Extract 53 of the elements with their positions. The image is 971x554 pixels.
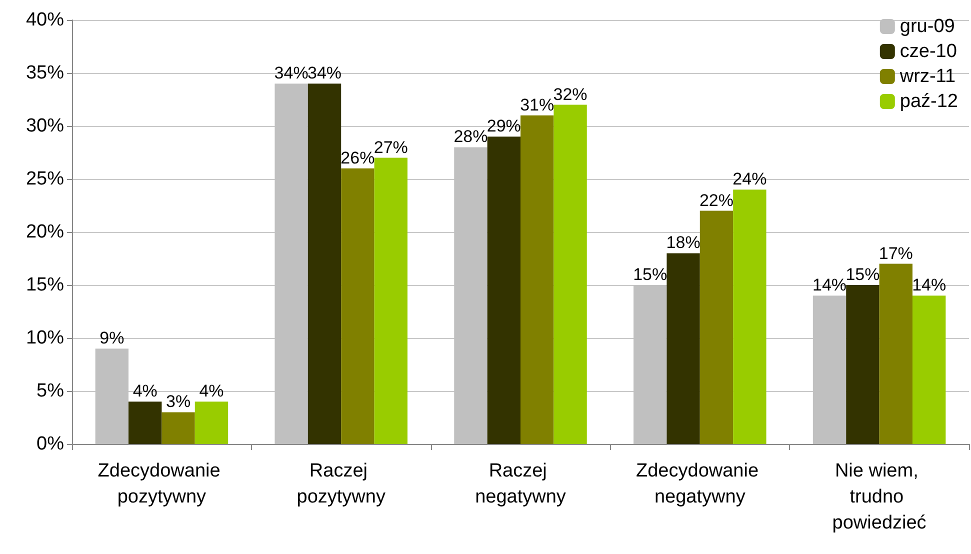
bar bbox=[341, 168, 374, 444]
data-label: 28% bbox=[454, 127, 488, 146]
bar bbox=[487, 136, 520, 444]
data-label: 34% bbox=[307, 64, 342, 83]
bar bbox=[912, 296, 946, 444]
y-tick-label: 15% bbox=[26, 274, 64, 296]
bar bbox=[194, 402, 228, 444]
y-tick-label: 25% bbox=[26, 168, 64, 190]
data-label: 29% bbox=[486, 116, 521, 136]
data-label: 9% bbox=[100, 328, 124, 348]
data-label: 4% bbox=[199, 382, 224, 401]
data-label: 27% bbox=[374, 138, 408, 157]
bar bbox=[666, 253, 700, 444]
y-tick-label: 40% bbox=[26, 10, 64, 30]
data-label: 34% bbox=[274, 64, 308, 83]
data-label: 15% bbox=[846, 265, 880, 284]
data-label: 14% bbox=[912, 276, 946, 295]
data-label: 31% bbox=[520, 95, 554, 114]
x-tick-label: Nie wiem, trudno powiedzieć bbox=[832, 460, 926, 534]
bar bbox=[520, 115, 554, 444]
data-label: 22% bbox=[699, 190, 734, 210]
y-tick-label: 30% bbox=[26, 116, 64, 136]
y-tick-label: 10% bbox=[26, 328, 64, 348]
legend-label: cze-10 bbox=[900, 41, 957, 62]
bar bbox=[162, 412, 195, 444]
bar bbox=[308, 84, 342, 444]
legend-label: gru-09 bbox=[900, 16, 955, 37]
bar bbox=[846, 285, 880, 444]
bar bbox=[879, 264, 912, 444]
data-label: 15% bbox=[633, 265, 668, 284]
bar bbox=[374, 158, 408, 444]
data-label: 32% bbox=[553, 84, 588, 104]
bar bbox=[700, 210, 734, 444]
y-tick-label: 20% bbox=[26, 222, 64, 242]
data-label: 24% bbox=[732, 170, 767, 189]
data-label: 26% bbox=[340, 148, 375, 168]
x-tick-label: Zdecydowanie negatywny bbox=[636, 460, 764, 508]
data-label: 4% bbox=[132, 382, 158, 401]
legend-label: wrz-11 bbox=[898, 66, 956, 87]
data-label: 3% bbox=[166, 392, 191, 412]
data-label: 18% bbox=[666, 233, 700, 252]
bar bbox=[128, 402, 162, 444]
y-tick-label: 35% bbox=[26, 62, 64, 84]
y-tick-label: 0% bbox=[36, 434, 64, 454]
legend-label: paź-12 bbox=[900, 91, 958, 112]
x-tick-label: Zdecydowanie pozytywny bbox=[98, 460, 226, 508]
data-label: 17% bbox=[878, 244, 913, 263]
data-label: 14% bbox=[812, 276, 847, 295]
x-tick-label: Raczej pozytywny bbox=[296, 460, 386, 508]
x-tick-label: Raczej negatywny bbox=[475, 460, 566, 508]
y-tick-label: 5% bbox=[36, 380, 64, 402]
bar bbox=[554, 104, 587, 444]
bar bbox=[733, 190, 766, 444]
